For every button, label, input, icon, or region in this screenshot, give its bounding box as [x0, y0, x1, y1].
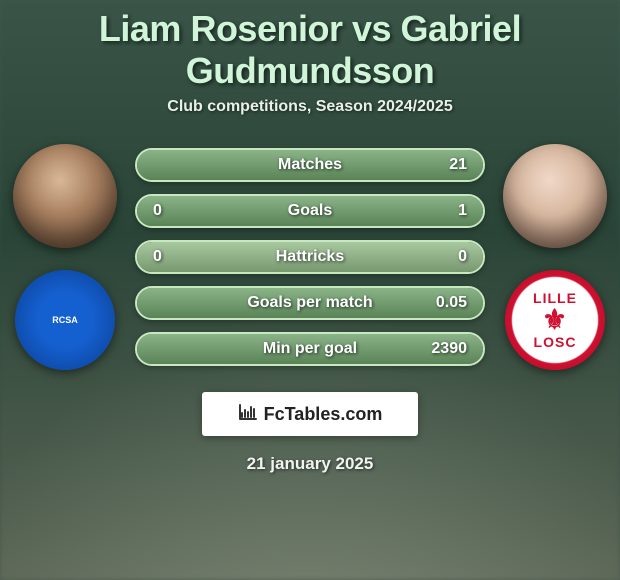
main-row: RCSA Matches21 0Goals1 0Hattricks0 Goals pe… — [0, 144, 620, 370]
page-title: Liam Rosenior vs Gabriel Gudmundsson — [0, 8, 620, 92]
stat-bar: Goals per match0.05 — [135, 286, 485, 320]
player1-avatar — [13, 144, 117, 248]
stat-value-right: 0 — [427, 248, 467, 266]
stat-bar: Matches21 — [135, 148, 485, 182]
club1-inner-icon: RCSA — [37, 292, 93, 348]
player2-avatar — [503, 144, 607, 248]
stat-value-right: 21 — [427, 156, 467, 174]
chart-icon — [238, 403, 258, 426]
date-text: 21 january 2025 — [0, 454, 620, 474]
player2-club-badge: LILLE ⚜ LOSC — [505, 270, 605, 370]
player1-club-badge: RCSA — [15, 270, 115, 370]
club2-label-bottom: LOSC — [534, 334, 577, 350]
club2-mascot-icon: ⚜ — [542, 306, 568, 334]
subtitle: Club competitions, Season 2024/2025 — [0, 98, 620, 116]
player2-column: LILLE ⚜ LOSC — [503, 144, 607, 370]
source-logo-text: FcTables.com — [264, 404, 383, 425]
stat-bar: Min per goal2390 — [135, 332, 485, 366]
stat-bar: 0Hattricks0 — [135, 240, 485, 274]
stats-column: Matches21 0Goals1 0Hattricks0 Goals per mat… — [135, 144, 485, 366]
stat-bar: 0Goals1 — [135, 194, 485, 228]
comparison-card: Liam Rosenior vs Gabriel Gudmundsson Clu… — [0, 0, 620, 474]
player1-column: RCSA — [13, 144, 117, 370]
stat-value-right: 0.05 — [427, 294, 467, 312]
stat-value-right: 1 — [427, 202, 467, 220]
stat-value-right: 2390 — [427, 340, 467, 358]
source-logo: FcTables.com — [202, 392, 418, 436]
